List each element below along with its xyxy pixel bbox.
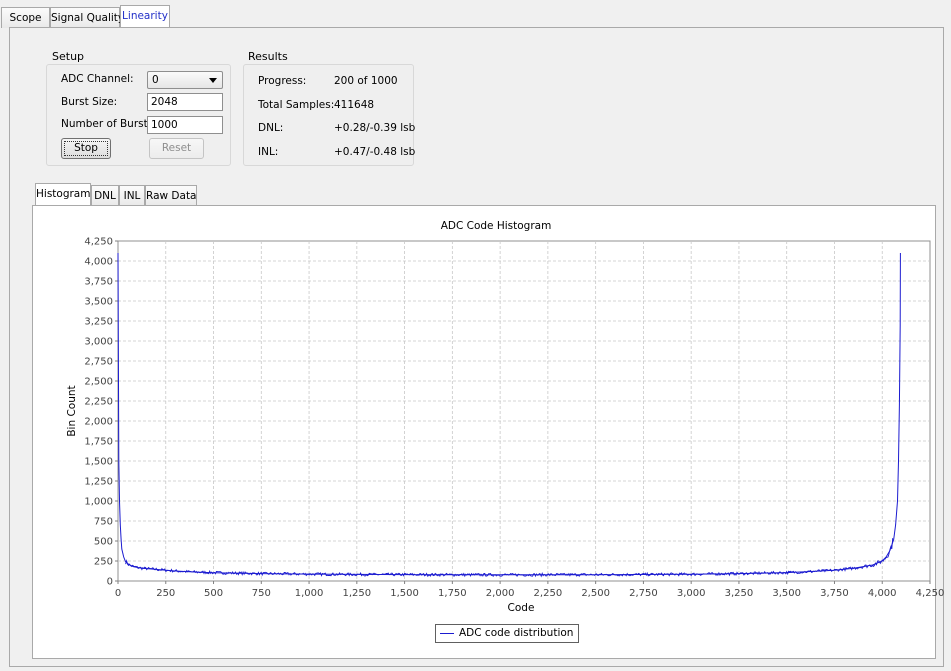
y-tick-label: 500 — [94, 537, 113, 548]
x-tick-label: 3,500 — [772, 588, 801, 599]
tab-signal-quality[interactable]: Signal Quality — [50, 7, 124, 28]
tab-inl[interactable]: INL — [119, 185, 145, 206]
x-tick-label: 2,250 — [534, 588, 563, 599]
tab-histogram[interactable]: Histogram — [35, 183, 91, 206]
adc-channel-select[interactable]: 0 — [147, 71, 223, 89]
x-tick-label: 1,500 — [390, 588, 419, 599]
x-tick-label: 2,500 — [581, 588, 610, 599]
tab-scope[interactable]: Scope — [1, 7, 50, 28]
y-axis-ticks: 0 250 500 750 1,000 1,250 1,500 1,750 2,000 2,250… — [84, 237, 118, 588]
y-tick-label: 2,250 — [84, 397, 113, 408]
plot-area — [117, 240, 931, 582]
x-tick-label: 500 — [204, 588, 223, 599]
progress-label: Progress: — [258, 75, 307, 87]
total-samples-label: Total Samples: — [258, 99, 335, 111]
y-tick-label: 4,000 — [84, 257, 113, 268]
dnl-value: +0.28/-0.39 lsb — [334, 122, 416, 134]
x-tick-label: 4,000 — [868, 588, 897, 599]
x-tick-label: 250 — [156, 588, 175, 599]
tab-dnl[interactable]: DNL — [91, 185, 119, 206]
total-samples-value: 411648 — [334, 99, 375, 111]
chart-title: ADC Code Histogram — [441, 220, 552, 232]
results-title: Results — [248, 50, 288, 63]
x-tick-label: 0 — [115, 588, 121, 599]
y-axis-label: Bin Count — [66, 385, 78, 436]
y-tick-label: 3,250 — [84, 317, 113, 328]
results-group — [243, 64, 414, 166]
y-tick-label: 1,250 — [84, 477, 113, 488]
inl-value: +0.47/-0.48 lsb — [334, 146, 416, 158]
series-noise-trace — [125, 538, 894, 578]
legend-label: ADC code distribution — [459, 627, 574, 639]
y-tick-label: 2,000 — [84, 417, 113, 428]
reset-button[interactable]: Reset — [149, 138, 204, 159]
x-axis-label: Code — [508, 602, 535, 614]
stop-button[interactable]: Stop — [61, 138, 111, 159]
setup-title: Setup — [52, 50, 85, 63]
burst-size-input[interactable]: 2048 — [147, 93, 223, 111]
y-tick-label: 3,750 — [84, 277, 113, 288]
y-tick-label: 1,000 — [84, 497, 113, 508]
progress-value: 200 of 1000 — [334, 75, 398, 87]
x-axis-ticks: 0 250 500 750 1,000 1,250 1,500 1,750 2,000 2,250… — [115, 581, 945, 599]
chart-legend: ADC code distribution — [435, 624, 580, 643]
x-tick-label: 3,250 — [725, 588, 754, 599]
x-tick-label: 1,750 — [438, 588, 467, 599]
x-tick-label: 1,250 — [343, 588, 372, 599]
y-tick-label: 3,500 — [84, 297, 113, 308]
adc-channel-label: ADC Channel: — [61, 73, 134, 85]
tab-linearity[interactable]: Linearity — [120, 5, 170, 28]
x-tick-label: 4,250 — [916, 588, 945, 599]
dnl-label: DNL: — [258, 122, 284, 134]
num-bursts-input[interactable]: 1000 — [147, 116, 223, 134]
chevron-down-icon — [209, 78, 217, 83]
x-tick-label: 3,750 — [820, 588, 849, 599]
series-noise-band — [125, 538, 894, 578]
tab-raw-data[interactable]: Raw Data — [145, 185, 197, 206]
y-tick-label: 2,750 — [84, 357, 113, 368]
num-bursts-label: Number of Bursts: — [61, 118, 157, 130]
y-tick-label: 2,500 — [84, 377, 113, 388]
x-tick-label: 1,000 — [295, 588, 324, 599]
grid-lines — [118, 241, 930, 581]
y-tick-label: 1,750 — [84, 437, 113, 448]
adc-channel-value: 0 — [152, 74, 159, 86]
y-tick-label: 3,000 — [84, 337, 113, 348]
x-tick-label: 3,000 — [677, 588, 706, 599]
inl-label: INL: — [258, 146, 279, 158]
y-tick-label: 0 — [107, 577, 113, 588]
burst-size-label: Burst Size: — [61, 96, 118, 108]
y-tick-label: 250 — [94, 557, 113, 568]
y-tick-label: 1,500 — [84, 457, 113, 468]
y-tick-label: 750 — [94, 517, 113, 528]
legend-swatch — [440, 632, 454, 634]
y-tick-label: 4,250 — [84, 237, 113, 248]
x-tick-label: 2,000 — [486, 588, 515, 599]
x-tick-label: 750 — [252, 588, 271, 599]
x-tick-label: 2,750 — [629, 588, 658, 599]
